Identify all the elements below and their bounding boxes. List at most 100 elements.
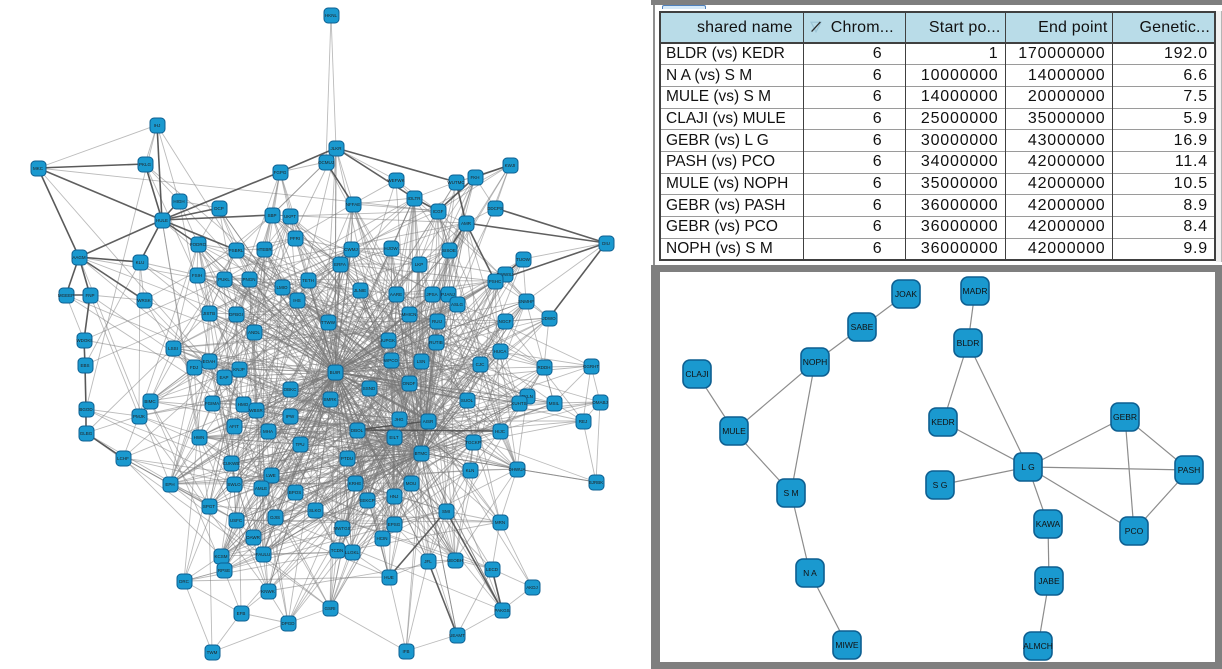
svg-text:UEOBH: UEOBH: [447, 558, 463, 563]
svg-text:HKNL: HKNL: [325, 13, 338, 18]
svg-text:BUIR: BUIR: [330, 370, 342, 375]
svg-text:IHS: IHS: [293, 298, 301, 303]
svg-text:KLN: KLN: [466, 468, 475, 473]
svg-text:S G: S G: [933, 480, 948, 490]
svg-text:PSBRL: PSBRL: [229, 248, 244, 253]
svg-text:FSIH: FSIH: [192, 273, 202, 278]
svg-text:SUOL: SUOL: [461, 398, 474, 403]
svg-text:LSSI: LSSI: [168, 346, 178, 351]
svg-text:SNMHF: SNMHF: [518, 299, 534, 304]
svg-text:RUIJ: RUIJ: [432, 319, 442, 324]
svg-text:HULE: HULE: [156, 218, 168, 223]
svg-text:LMIO: LMIO: [276, 285, 288, 290]
svg-text:MIWE: MIWE: [835, 640, 858, 650]
svg-text:PAKGS: PAKGS: [494, 608, 509, 613]
svg-text:HIGH: HIGH: [173, 199, 184, 204]
svg-text:GGRHT: GGRHT: [583, 364, 600, 369]
svg-text:BTMC: BTMC: [415, 451, 428, 456]
svg-text:FGIMA: FGIMA: [205, 401, 219, 406]
svg-text:TGCKP: TGCKP: [465, 440, 481, 445]
svg-text:RPSE: RPSE: [218, 568, 230, 573]
svg-text:LECD: LECD: [486, 567, 499, 572]
svg-text:ICGF: ICGF: [433, 209, 444, 214]
svg-text:BLDR: BLDR: [957, 338, 980, 348]
svg-text:KEDR: KEDR: [931, 417, 955, 427]
svg-text:NOPH: NOPH: [803, 357, 828, 367]
svg-text:IUPGK: IUPGK: [381, 338, 395, 343]
svg-text:EBS: EBS: [80, 363, 89, 368]
svg-text:WBSR: WBSR: [249, 408, 263, 413]
svg-text:GSRI: GSRI: [324, 606, 335, 611]
svg-text:USFC: USFC: [230, 518, 243, 523]
svg-text:TWM: TWM: [207, 650, 218, 655]
svg-text:TUOW: TUOW: [516, 257, 530, 262]
svg-text:MOU: MOU: [406, 481, 417, 486]
svg-text:PSHC: PSHC: [489, 279, 502, 284]
svg-text:LWE: LWE: [266, 473, 275, 478]
svg-text:FNP: FNP: [86, 293, 95, 298]
svg-text:KCSM: KCSM: [214, 554, 227, 559]
svg-text:SSND: SSND: [363, 386, 376, 391]
svg-text:WRSK: WRSK: [137, 298, 151, 303]
svg-text:EEKCP: EEKCP: [359, 498, 374, 503]
svg-text:UKPT: UKPT: [284, 214, 296, 219]
svg-text:EPH: EPH: [165, 482, 174, 487]
svg-text:MHICN: MHICN: [402, 312, 417, 317]
svg-text:HIJC: HIJC: [495, 429, 506, 434]
svg-text:KUHTS: KUHTS: [511, 401, 526, 406]
svg-text:JLNIE: JLNIE: [354, 288, 366, 293]
svg-text:LLGKL: LLGKL: [345, 550, 360, 555]
svg-text:HWN: HWN: [194, 435, 205, 440]
svg-text:ASLG: ASLG: [451, 302, 464, 307]
svg-text:AISR: AISR: [423, 419, 434, 424]
svg-text:SBP: SBP: [267, 213, 276, 218]
svg-text:JPSA: JPSA: [426, 292, 437, 297]
svg-text:JLKR: JLKR: [330, 146, 342, 151]
svg-text:ANDL: ANDL: [248, 330, 261, 335]
svg-text:EOAH: EOAH: [203, 359, 216, 364]
svg-text:EPSG: EPSG: [388, 522, 401, 527]
svg-text:DDCPS: DDCPS: [487, 206, 503, 211]
svg-text:NFFAE: NFFAE: [346, 202, 361, 207]
svg-text:GEBR: GEBR: [1113, 412, 1137, 422]
svg-text:GLBG: GLBG: [80, 431, 93, 436]
svg-text:ONDF: ONDF: [403, 381, 416, 386]
svg-text:HJOW: HJOW: [384, 246, 398, 251]
svg-text:RDDH: RDDH: [538, 365, 551, 370]
svg-text:MWTGS: MWTGS: [333, 526, 350, 531]
svg-text:EFB: EFB: [237, 611, 246, 616]
svg-text:FODRO: FODRO: [190, 242, 207, 247]
svg-text:PMJK: PMJK: [133, 414, 145, 419]
svg-text:IHJ: IHJ: [154, 123, 161, 128]
svg-text:AFIT: AFIT: [229, 424, 239, 429]
svg-text:HNJ: HNJ: [390, 494, 399, 499]
svg-text:FGPG: FGPG: [274, 170, 287, 175]
svg-text:FKH: FKH: [471, 175, 480, 180]
svg-text:PUKL: PUKL: [218, 277, 230, 282]
svg-text:BPOS: BPOS: [289, 490, 302, 495]
svg-text:BIMC: BIMC: [144, 399, 156, 404]
svg-text:JOAK: JOAK: [895, 289, 918, 299]
svg-text:HUCA: HUCA: [494, 349, 507, 354]
svg-text:NGCF: NGCF: [499, 319, 512, 324]
svg-text:SKLN: SKLN: [521, 394, 533, 399]
svg-text:JISTB: JISTB: [203, 311, 215, 316]
svg-text:PNGN: PNGN: [242, 277, 255, 282]
svg-text:DRC: DRC: [179, 579, 189, 584]
svg-text:WDOKI: WDOKI: [76, 338, 91, 343]
svg-text:CUKWB: CUKWB: [223, 461, 240, 466]
svg-text:SISOE: SISOE: [442, 248, 456, 253]
svg-text:HCIN: HCIN: [377, 536, 388, 541]
svg-text:PCO: PCO: [1125, 526, 1144, 536]
svg-text:WPCO: WPCO: [384, 358, 398, 363]
svg-text:N A: N A: [803, 568, 817, 578]
svg-text:TETH: TETH: [302, 278, 314, 283]
svg-text:LCHF: LCHF: [117, 456, 129, 461]
svg-text:JFL: JFL: [424, 559, 432, 564]
svg-text:MGEEP: MGEEP: [58, 293, 74, 298]
svg-text:AMR: AMR: [461, 221, 472, 226]
svg-text:AKDJ: AKDJ: [526, 585, 538, 590]
svg-text:FAULU: FAULU: [256, 552, 271, 557]
svg-text:OCMUJ: OCMUJ: [318, 160, 334, 165]
svg-text:RUTIB: RUTIB: [429, 340, 443, 345]
